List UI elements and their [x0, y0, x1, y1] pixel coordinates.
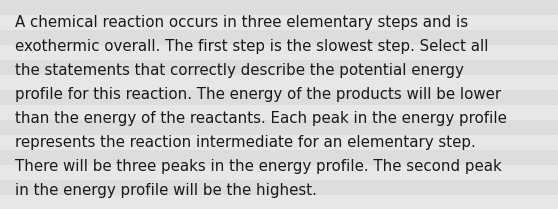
Text: profile for this reaction. The energy of the products will be lower: profile for this reaction. The energy of…: [15, 87, 501, 102]
Text: exothermic overall. The first step is the slowest step. Select all: exothermic overall. The first step is th…: [15, 39, 489, 54]
Text: There will be three peaks in the energy profile. The second peak: There will be three peaks in the energy …: [15, 159, 502, 174]
Text: represents the reaction intermediate for an elementary step.: represents the reaction intermediate for…: [15, 135, 476, 150]
Text: A chemical reaction occurs in three elementary steps and is: A chemical reaction occurs in three elem…: [15, 15, 468, 30]
Text: than the energy of the reactants. Each peak in the energy profile: than the energy of the reactants. Each p…: [15, 111, 507, 126]
Text: the statements that correctly describe the potential energy: the statements that correctly describe t…: [15, 63, 464, 78]
Text: in the energy profile will be the highest.: in the energy profile will be the highes…: [15, 183, 317, 198]
